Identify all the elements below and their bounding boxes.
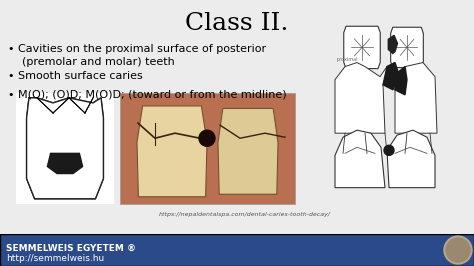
Text: • M(O); (O)D; M(O)D; (toward or from the midline): • M(O); (O)D; M(O)D; (toward or from the… xyxy=(8,90,287,100)
Text: proximal: proximal xyxy=(337,57,358,61)
Circle shape xyxy=(444,236,472,264)
Polygon shape xyxy=(383,63,399,90)
Polygon shape xyxy=(27,98,103,199)
FancyBboxPatch shape xyxy=(0,234,474,266)
Polygon shape xyxy=(387,130,435,188)
Polygon shape xyxy=(335,63,395,133)
Polygon shape xyxy=(388,35,398,53)
Polygon shape xyxy=(344,26,380,69)
Circle shape xyxy=(199,130,215,146)
Polygon shape xyxy=(27,98,103,199)
Text: http://semmelweis.hu: http://semmelweis.hu xyxy=(6,254,104,263)
Polygon shape xyxy=(395,66,407,95)
Polygon shape xyxy=(137,106,207,197)
Polygon shape xyxy=(47,153,82,173)
Text: Class II.: Class II. xyxy=(185,12,289,35)
Polygon shape xyxy=(395,63,437,133)
Polygon shape xyxy=(391,27,423,68)
Polygon shape xyxy=(47,153,82,173)
Circle shape xyxy=(384,145,394,155)
Text: https://nepaldentalspa.com/dental-caries-tooth-decay/: https://nepaldentalspa.com/dental-caries… xyxy=(159,212,331,217)
FancyBboxPatch shape xyxy=(120,93,295,204)
Text: • Cavities on the proximal surface of posterior
    (premolar and molar) teeth: • Cavities on the proximal surface of po… xyxy=(8,44,266,67)
FancyBboxPatch shape xyxy=(16,93,114,204)
Text: • Smooth surface caries: • Smooth surface caries xyxy=(8,71,143,81)
Polygon shape xyxy=(335,130,385,188)
Polygon shape xyxy=(218,109,278,194)
Circle shape xyxy=(446,238,470,262)
Text: SEMMELWEIS EGYETEM ®: SEMMELWEIS EGYETEM ® xyxy=(6,244,136,253)
